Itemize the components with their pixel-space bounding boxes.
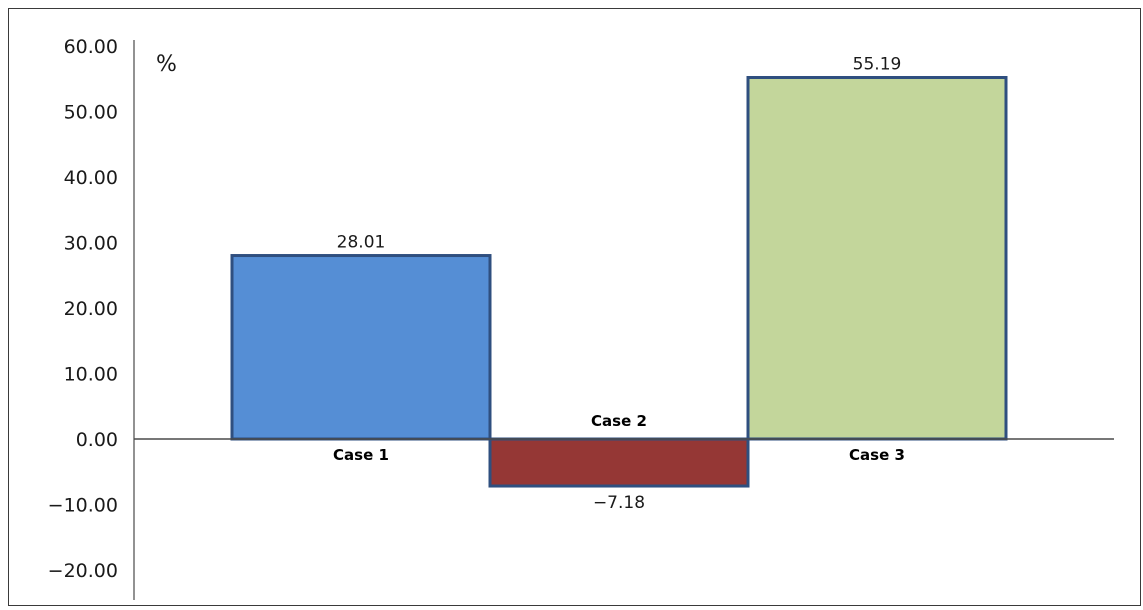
category-labels: Case 1 Case 2 Case 3 bbox=[333, 412, 905, 464]
data-label: 28.01 bbox=[337, 233, 386, 253]
category-label: Case 2 bbox=[591, 412, 647, 430]
y-tick-label: 40.00 bbox=[64, 167, 118, 189]
y-tick-label: 20.00 bbox=[64, 298, 118, 320]
category-label: Case 1 bbox=[333, 446, 389, 464]
data-labels: 28.01 −7.18 55.19 bbox=[337, 55, 902, 514]
y-tick-label: 60.00 bbox=[64, 36, 118, 58]
y-axis-tick-labels: 60.00 50.00 40.00 30.00 20.00 10.00 0.00 −10.00… bbox=[48, 36, 118, 582]
data-label: −7.18 bbox=[593, 493, 645, 513]
bar-case-2 bbox=[488, 437, 750, 488]
y-tick-label: 30.00 bbox=[64, 233, 118, 255]
category-label: Case 3 bbox=[849, 446, 905, 464]
y-axis-unit-label: % bbox=[156, 52, 177, 77]
bar-case-1 bbox=[230, 254, 492, 441]
y-tick-label: −10.00 bbox=[48, 495, 118, 517]
y-tick-label: 10.00 bbox=[64, 364, 118, 386]
bar-case-3 bbox=[746, 76, 1008, 441]
bars bbox=[230, 76, 1008, 488]
y-tick-label: 50.00 bbox=[64, 102, 118, 124]
y-tick-label: −20.00 bbox=[48, 560, 118, 582]
y-tick-label: 0.00 bbox=[76, 429, 118, 451]
data-label: 55.19 bbox=[853, 55, 902, 75]
